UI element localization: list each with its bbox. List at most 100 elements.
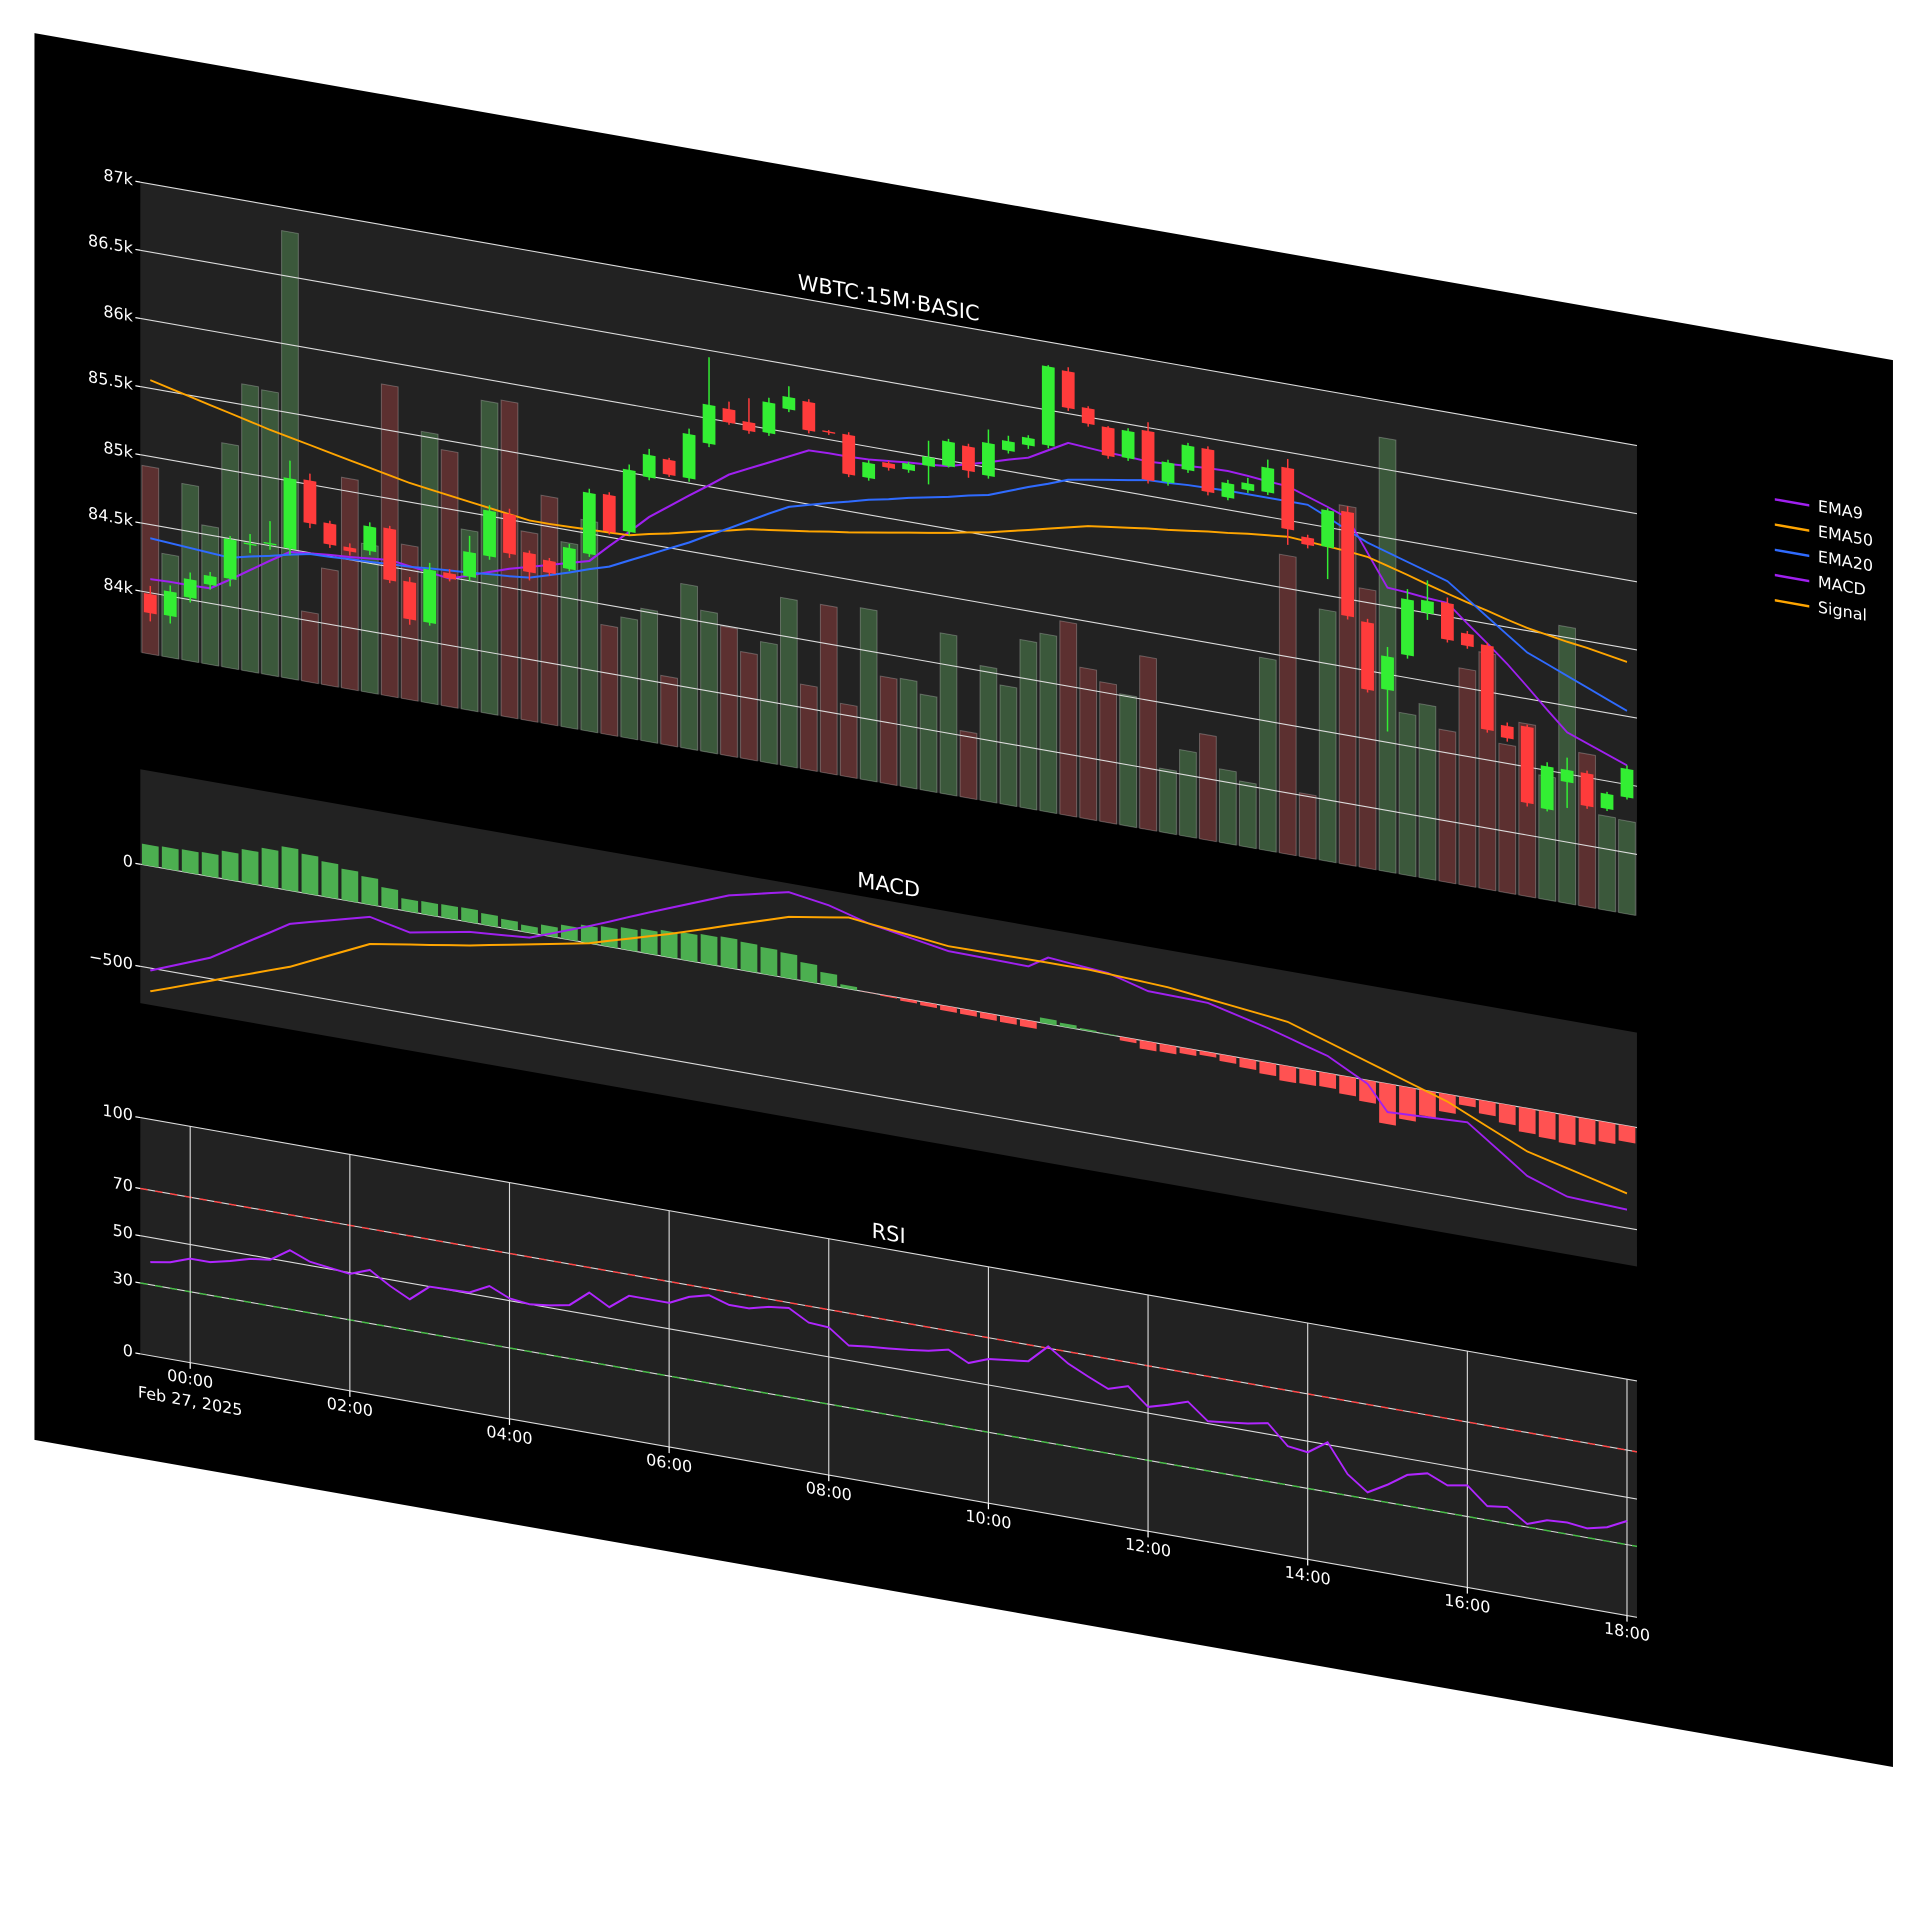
candle-body bbox=[602, 493, 616, 533]
legend-swatch bbox=[1774, 548, 1810, 558]
candle-body bbox=[263, 541, 277, 546]
candle-body bbox=[942, 440, 955, 468]
ema-line bbox=[150, 379, 1628, 663]
candle-body bbox=[503, 513, 516, 555]
volume-bar bbox=[1458, 667, 1477, 888]
histogram-bar bbox=[341, 868, 359, 903]
candle-body bbox=[1401, 598, 1414, 657]
histogram-bar bbox=[1538, 1110, 1556, 1140]
y-tick-mark bbox=[135, 1281, 141, 1284]
candle-body bbox=[1361, 621, 1374, 691]
histogram-bar bbox=[1458, 1096, 1476, 1108]
volume-bar bbox=[819, 603, 838, 776]
histogram-bar bbox=[401, 898, 419, 914]
volume-bar bbox=[620, 616, 639, 741]
candle-body bbox=[1281, 466, 1295, 531]
candle-body bbox=[842, 433, 856, 476]
volume-bar bbox=[1199, 732, 1217, 843]
histogram-bar bbox=[321, 861, 339, 900]
chart-title: RSI bbox=[872, 1218, 906, 1249]
volume-bar bbox=[340, 476, 359, 692]
volume-bar bbox=[1398, 711, 1417, 878]
candle-body bbox=[1321, 509, 1335, 549]
candle-body bbox=[1560, 768, 1574, 784]
candle-body bbox=[1520, 725, 1534, 805]
volume-bar bbox=[1019, 638, 1038, 811]
histogram-bar bbox=[461, 907, 478, 924]
histogram-bar bbox=[1019, 1019, 1037, 1029]
volume-bar bbox=[899, 677, 918, 790]
candle-body bbox=[662, 458, 676, 476]
volume-bar bbox=[241, 383, 259, 674]
volume-bar bbox=[919, 693, 938, 794]
y-tick-mark bbox=[135, 1186, 141, 1190]
grid-line bbox=[140, 965, 1637, 1231]
histogram-bar bbox=[1578, 1117, 1596, 1145]
y-tick-mark bbox=[135, 316, 141, 320]
grid-line bbox=[140, 1353, 1637, 1618]
histogram-bar bbox=[1119, 1036, 1137, 1044]
candle-body bbox=[982, 442, 995, 477]
volume-bar bbox=[600, 623, 619, 737]
volume-bar bbox=[540, 494, 559, 727]
candle-body bbox=[782, 396, 796, 411]
histogram-bar bbox=[1598, 1120, 1616, 1145]
grid-line bbox=[140, 249, 1637, 515]
candle-body bbox=[1141, 429, 1155, 482]
macd-line bbox=[149, 915, 1628, 1195]
grid-line bbox=[140, 1117, 1637, 1382]
histogram-bar bbox=[860, 990, 878, 995]
candle-body bbox=[543, 559, 556, 575]
histogram-bar bbox=[421, 901, 439, 917]
histogram-bar bbox=[1558, 1113, 1576, 1146]
candle-body bbox=[642, 453, 656, 479]
histogram-bar bbox=[700, 934, 718, 966]
histogram-bar bbox=[1059, 1022, 1077, 1029]
candle-body bbox=[682, 432, 696, 480]
histogram-bar bbox=[1219, 1054, 1237, 1064]
candle-body bbox=[423, 568, 437, 624]
volume-bar bbox=[939, 632, 958, 797]
candle-body bbox=[922, 456, 935, 468]
candle-body bbox=[1441, 601, 1454, 641]
volume-bar bbox=[1238, 780, 1257, 850]
candle-body bbox=[363, 525, 377, 553]
volume-bar bbox=[1438, 728, 1457, 885]
grid-line bbox=[140, 181, 1637, 447]
candle-body bbox=[1580, 772, 1594, 808]
y-tick-label: 0 bbox=[123, 1340, 133, 1361]
histogram-bar bbox=[441, 904, 459, 921]
histogram-bar bbox=[281, 846, 299, 893]
y-tick-mark bbox=[135, 385, 141, 388]
candle-body bbox=[1021, 436, 1035, 447]
y-tick-mark bbox=[135, 1352, 141, 1355]
histogram-bar bbox=[999, 1015, 1017, 1025]
histogram-bar bbox=[521, 924, 538, 935]
histogram-bar bbox=[940, 1004, 957, 1013]
volume-bar bbox=[1079, 666, 1098, 822]
volume-bar bbox=[979, 664, 998, 804]
candle-body bbox=[1421, 599, 1434, 615]
volume-bar bbox=[700, 609, 718, 755]
volume-bar bbox=[1059, 620, 1078, 818]
candle-body bbox=[1620, 767, 1634, 799]
legend-swatch bbox=[1774, 599, 1810, 608]
histogram-bar bbox=[600, 926, 618, 949]
histogram-bar bbox=[580, 924, 598, 945]
histogram-bar bbox=[1359, 1078, 1376, 1104]
histogram-bar bbox=[880, 994, 898, 999]
grid-line bbox=[140, 317, 1637, 583]
histogram-bar bbox=[720, 936, 738, 970]
volume-bar bbox=[999, 684, 1018, 808]
macd-line bbox=[149, 891, 1628, 1211]
volume-bar bbox=[680, 582, 698, 751]
candle-body bbox=[1341, 510, 1354, 618]
volume-bar bbox=[281, 229, 299, 681]
volume-bar bbox=[201, 524, 220, 667]
panel-background bbox=[140, 769, 1637, 1267]
volume-bar bbox=[1598, 814, 1616, 913]
volume-bar bbox=[1179, 748, 1197, 839]
volume-bar bbox=[500, 399, 519, 720]
volume-bar bbox=[859, 607, 878, 783]
